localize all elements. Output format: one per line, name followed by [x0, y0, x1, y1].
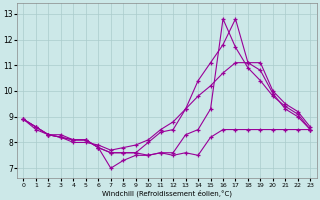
X-axis label: Windchill (Refroidissement éolien,°C): Windchill (Refroidissement éolien,°C) — [102, 189, 232, 197]
